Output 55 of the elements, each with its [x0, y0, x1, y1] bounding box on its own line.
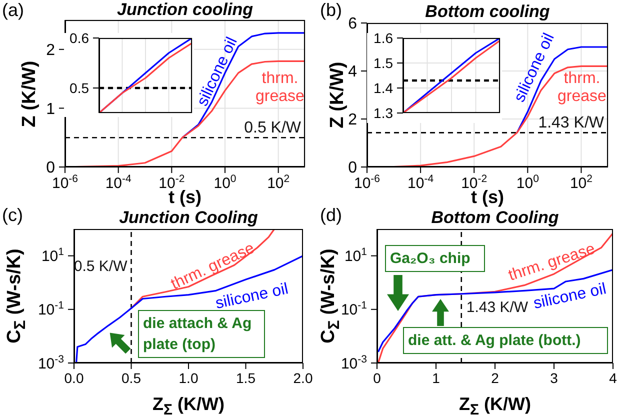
annotation: die attach & Ag plate (top) [143, 315, 252, 353]
x-axis-title: t (s) [168, 187, 202, 207]
text: (c) [2, 205, 23, 226]
x-tick-label: 10$^{0}$ [214, 173, 236, 192]
y-tick-label: 1.5 [374, 54, 394, 71]
chart-title: Bottom Cooling [430, 208, 560, 228]
ref-line-label: 1.43 K/W [466, 299, 529, 316]
y-tick-label: 1.6 [374, 30, 394, 46]
x-axis-title: Z$_{Σ}$ (K/W) [152, 394, 226, 417]
annotation: die att. & Ag plate (bott.) [403, 327, 608, 354]
y-tick-label: 10$^{-1}$ [340, 300, 368, 319]
chart-title: Junction cooling [116, 0, 254, 20]
ref-line-label: 0.5 K/W [74, 258, 128, 275]
y-axis-title: Z (K/W) [19, 60, 40, 127]
y-tick-label: 10$^{-1}$ [38, 300, 64, 319]
x-tick-label: 2 [491, 370, 500, 386]
x-tick-label: 0.5 [122, 370, 142, 386]
x-tick-label: 10$^{2}$ [267, 173, 290, 192]
x-tick-label: 3 [550, 370, 558, 386]
x-tick-label: 1 [432, 370, 440, 386]
y-tick-label: 10$^{1}$ [344, 246, 368, 266]
text: (d) [320, 205, 342, 226]
x-tick-label: 10$^{0}$ [516, 173, 540, 192]
y-tick-label: 0.6 [70, 30, 90, 46]
x-tick-label: 4 [609, 370, 618, 386]
series-label: thrm. grease [254, 70, 306, 106]
x-tick-label: 0.0 [64, 370, 84, 386]
y-tick-label: 2 [46, 42, 56, 59]
x-tick-label: 1.5 [236, 370, 256, 386]
x-axis-title: t (s) [471, 187, 504, 207]
y-tick-label: 6 [348, 16, 358, 33]
y-tick-label: 1.4 [374, 80, 394, 96]
text: (b) [320, 0, 342, 21]
ref-line-label: 0.5 K/W [244, 120, 302, 137]
y-tick-label: 10$^{-3}$ [38, 353, 64, 372]
y-tick-label: 4 [348, 64, 358, 81]
x-tick-label: 10$^{-4}$ [105, 173, 132, 192]
ref-line-label: 1.43 K/W [538, 114, 605, 132]
chart-title: Bottom cooling [424, 2, 551, 22]
y-tick-label: 1 [46, 100, 56, 118]
x-tick-label: 10$^{2}$ [570, 173, 593, 192]
y-tick-label: 10$^{1}$ [41, 246, 64, 266]
x-tick-label: 10$^{-4}$ [408, 173, 434, 192]
x-axis-title: Z$_{Σ}$ (K/W) [458, 394, 532, 417]
chart-title: Junction Cooling [118, 208, 259, 228]
y-axis-title: Z (K/W) [327, 62, 348, 128]
x-tick-label: 2.0 [293, 370, 313, 386]
annotation: Ga₂O₃ chip [385, 245, 485, 272]
y-tick-label: 10$^{-3}$ [340, 353, 368, 372]
series-label: thrm. grease [556, 70, 608, 106]
x-tick-label: 1.0 [178, 370, 198, 386]
text: silicone oil [214, 280, 290, 314]
y-tick-label: 1.3 [374, 104, 394, 121]
y-tick-label: 2 [348, 112, 358, 129]
text: (a) [2, 0, 24, 21]
